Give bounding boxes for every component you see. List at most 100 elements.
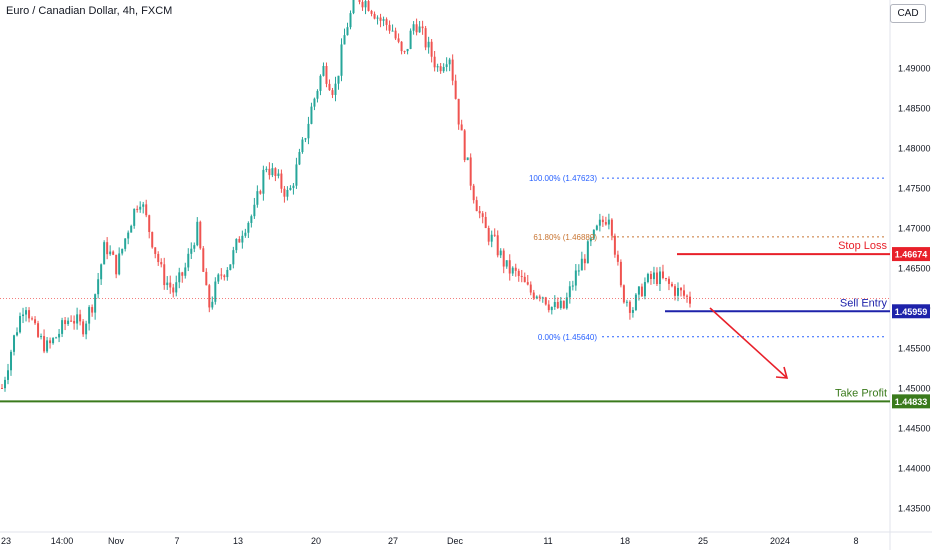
candle-body: [655, 272, 658, 285]
candle-body: [568, 286, 571, 298]
x-tick-label: 25: [698, 536, 708, 546]
candle-body: [316, 90, 319, 99]
x-tick-label: 18: [620, 536, 630, 546]
candle-body: [181, 272, 184, 276]
x-tick-label: 11: [543, 536, 552, 546]
candle-body: [52, 338, 55, 344]
candle-body: [565, 297, 568, 309]
candle-body: [689, 296, 691, 304]
candle-body: [100, 264, 103, 280]
candle-body: [58, 333, 61, 338]
candle-body: [19, 316, 22, 333]
candle-body: [676, 287, 679, 296]
candle-body: [97, 279, 100, 295]
x-tick-label: Dec: [447, 536, 464, 546]
candle-body: [430, 41, 433, 57]
candle-body: [529, 284, 532, 293]
candle-body: [49, 340, 52, 344]
candle-body: [400, 41, 403, 52]
candle-body: [208, 285, 211, 308]
candle-body: [88, 307, 91, 324]
candle-body: [580, 258, 583, 271]
candle-body: [349, 13, 352, 28]
candle-body: [616, 254, 619, 262]
y-tick-label: 1.45500: [898, 344, 931, 354]
candle-body: [253, 204, 256, 217]
candle-body: [346, 27, 349, 36]
candle-body: [10, 351, 13, 371]
candle-body: [574, 270, 577, 286]
candle-body: [286, 189, 289, 197]
candle-body: [499, 250, 502, 256]
y-tick-label: 1.43500: [898, 504, 931, 514]
candle-body: [589, 238, 592, 242]
y-tick-label: 1.48000: [898, 144, 931, 154]
candle-body: [187, 253, 190, 268]
candle-body: [130, 225, 133, 233]
candle-body: [562, 300, 565, 309]
candle-body: [541, 297, 544, 299]
candle-body: [103, 242, 106, 265]
candle-body: [481, 213, 484, 217]
candle-body: [199, 221, 202, 249]
candle-body: [511, 267, 514, 274]
candle-body: [535, 296, 538, 299]
candle-body: [205, 271, 208, 286]
candle-body: [532, 292, 535, 299]
currency-button[interactable]: CAD: [890, 4, 926, 23]
candle-body: [229, 264, 232, 270]
x-tick-label: 8: [853, 536, 858, 546]
candle-body: [43, 336, 46, 352]
candle-body: [496, 235, 499, 256]
candle-body: [1, 388, 3, 389]
x-tick-label: Nov: [108, 536, 125, 546]
candle-body: [136, 208, 139, 210]
candle-body: [583, 258, 586, 264]
x-tick-label: 23: [1, 536, 11, 546]
candle-body: [22, 314, 25, 317]
candle-body: [508, 260, 511, 274]
candle-body: [214, 281, 217, 302]
candle-body: [13, 335, 16, 352]
candle-body: [196, 221, 199, 246]
candle-body: [505, 260, 508, 267]
x-tick-label: 14:00: [51, 536, 74, 546]
candle-body: [577, 270, 580, 272]
candle-body: [343, 35, 346, 45]
candle-body: [4, 379, 7, 389]
candle-body: [469, 157, 472, 186]
sell-entry-label: Sell Entry: [840, 297, 888, 309]
candle-body: [394, 30, 397, 39]
candle-body: [247, 222, 250, 233]
stop-loss-label: Stop Loss: [838, 240, 887, 252]
candle-body: [640, 286, 643, 297]
candle-body: [526, 282, 529, 285]
candle-body: [121, 248, 124, 254]
candle-body: [280, 173, 283, 189]
candle-body: [139, 206, 142, 210]
candle-body: [118, 253, 121, 275]
candle-body: [382, 19, 385, 21]
candle-body: [376, 17, 379, 19]
candle-body: [673, 286, 676, 296]
candle-body: [679, 287, 682, 291]
candle-body: [457, 98, 460, 125]
candle-body: [172, 287, 175, 293]
candle-body: [163, 264, 166, 286]
candle-body: [244, 232, 247, 236]
candle-body: [418, 26, 421, 33]
candle-body: [46, 340, 49, 352]
candle-body: [601, 219, 604, 223]
candle-body: [421, 26, 424, 29]
candle-body: [652, 272, 655, 280]
candle-body: [223, 275, 226, 278]
candle-body: [241, 235, 244, 243]
candle-body: [490, 234, 493, 242]
candle-body: [250, 216, 253, 223]
candle-body: [415, 24, 418, 33]
candle-body: [406, 48, 409, 52]
candle-body: [112, 251, 115, 255]
candle-body: [361, 1, 364, 8]
candle-body: [292, 185, 295, 188]
